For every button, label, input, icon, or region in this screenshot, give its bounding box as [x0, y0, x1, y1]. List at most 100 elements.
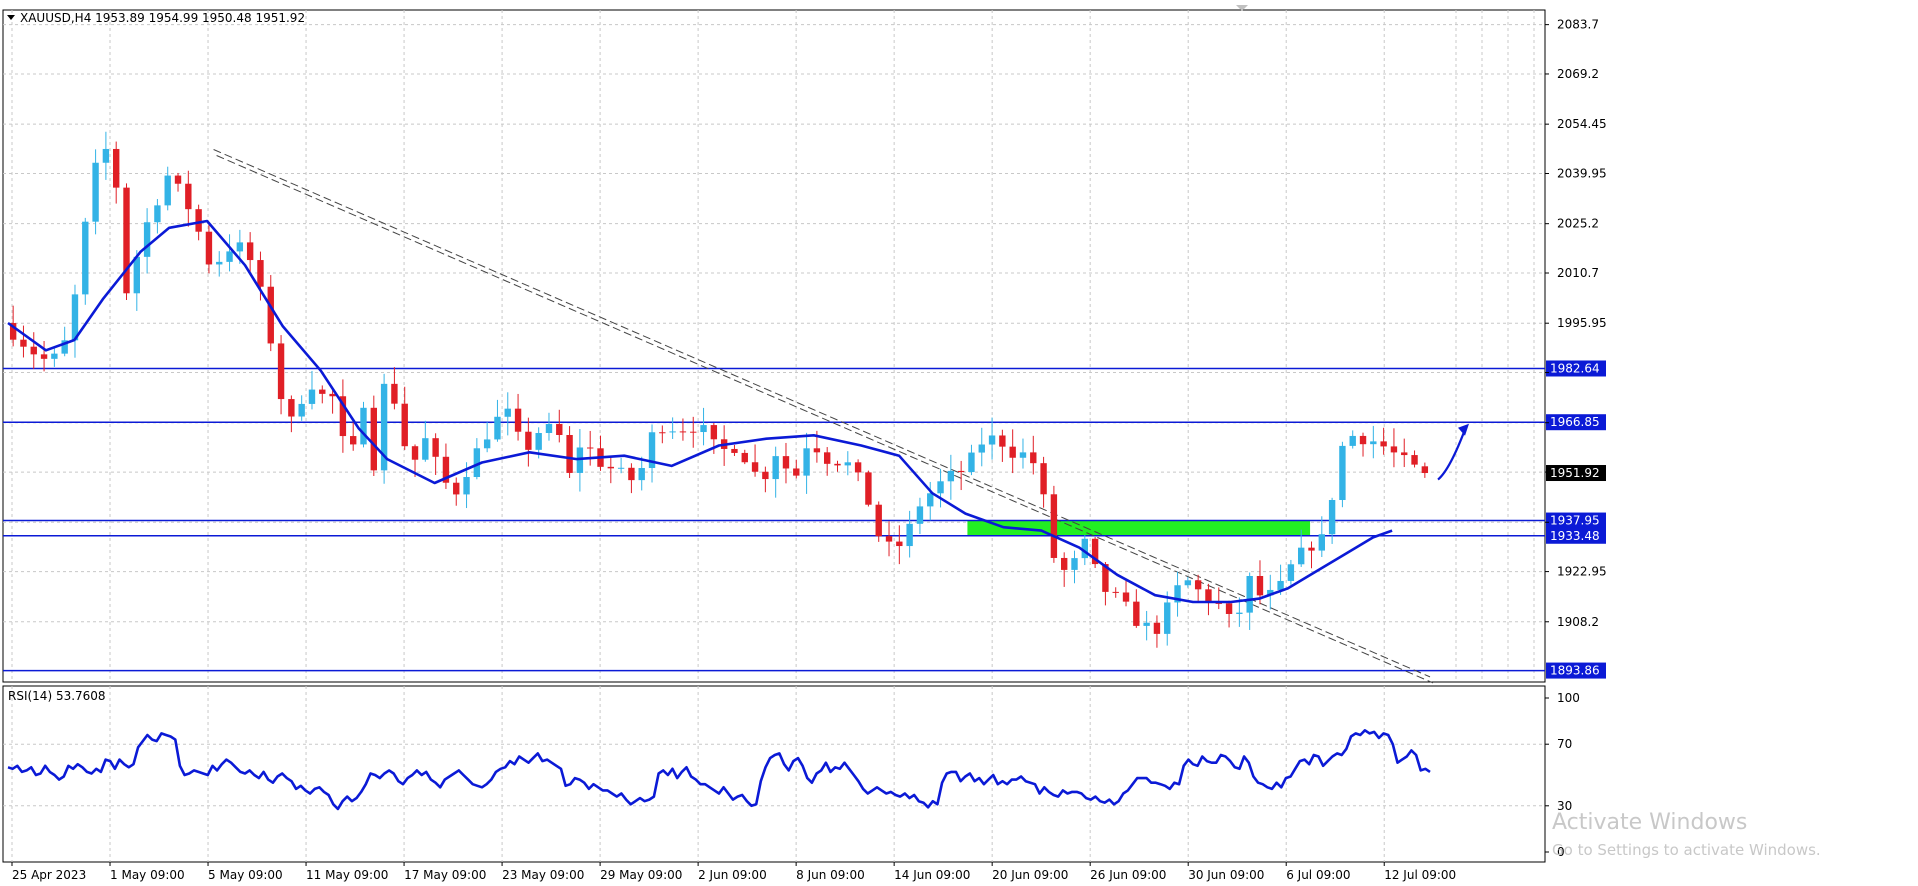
- time-axis-label: 1 May 09:00: [110, 868, 185, 882]
- price-level-label: 1933.48: [1550, 529, 1600, 543]
- candle-body: [1019, 452, 1027, 458]
- candle-body: [566, 434, 573, 473]
- candle-body: [813, 448, 821, 453]
- candle-body: [741, 452, 748, 463]
- candle-body: [71, 294, 79, 341]
- candle-body: [30, 346, 37, 355]
- candle-body: [1071, 558, 1078, 570]
- candle-body: [1370, 441, 1377, 445]
- candle-body: [535, 433, 542, 450]
- candle-body: [1298, 547, 1305, 565]
- time-axis-label: 5 May 09:00: [208, 868, 283, 882]
- candle-body: [1411, 455, 1418, 465]
- candle-body: [463, 477, 470, 495]
- candles: [9, 131, 1429, 648]
- candle-body: [937, 481, 944, 494]
- candle-body: [834, 463, 841, 466]
- candle-body: [432, 438, 439, 457]
- candle-body: [205, 231, 213, 265]
- moving-average: [7, 219, 1393, 604]
- candle-body: [896, 541, 903, 547]
- candle-body: [1133, 601, 1140, 626]
- candle-body: [782, 456, 790, 469]
- candle-body: [380, 383, 388, 471]
- price-level-label: 1966.85: [1550, 415, 1600, 429]
- candle-body: [1308, 547, 1315, 551]
- candle-body: [216, 261, 223, 265]
- moving-average-line: [7, 219, 1393, 604]
- forecast-arrow-head-icon: [1458, 423, 1469, 436]
- time-axis-label: 25 Apr 2023: [12, 868, 86, 882]
- candle-body: [514, 408, 522, 432]
- candle-body: [957, 470, 965, 473]
- time-axis-label: 17 May 09:00: [404, 868, 486, 882]
- main-grid: [3, 10, 1545, 682]
- candle-body: [700, 425, 707, 433]
- candle-body: [1215, 602, 1222, 604]
- candle-body: [483, 439, 491, 449]
- candle-body: [710, 425, 718, 440]
- price-axis-label: 2069.2: [1557, 67, 1599, 81]
- price-level-tag: [1546, 527, 1606, 544]
- candle-body: [1153, 622, 1161, 634]
- candle-body: [690, 431, 697, 433]
- trendline-channel[interactable]: [213, 149, 1434, 684]
- candle-body: [1122, 592, 1130, 602]
- trendline-upper: [213, 149, 1431, 678]
- candle-body: [133, 256, 140, 294]
- scroll-marker-icon[interactable]: [1236, 5, 1248, 11]
- candle-body: [978, 444, 985, 453]
- candle-body: [1267, 589, 1274, 596]
- time-axis-label: 20 Jun 09:00: [992, 868, 1068, 882]
- candle-body: [494, 416, 501, 440]
- candle-body: [999, 435, 1006, 447]
- candle-body: [1164, 602, 1171, 634]
- price-level-label: 1937.95: [1550, 514, 1600, 528]
- time-axis-label: 29 May 09:00: [600, 868, 682, 882]
- candle-body: [793, 468, 800, 476]
- time-axis-label: 30 Jun 09:00: [1188, 868, 1264, 882]
- candle-body: [164, 175, 171, 206]
- candle-body: [1102, 564, 1109, 592]
- candle-body: [607, 466, 614, 469]
- rsi-axis: 100 70 30 0: [1545, 691, 1580, 859]
- candle-body: [1030, 452, 1037, 464]
- time-axis-label: 14 Jun 09:00: [894, 868, 970, 882]
- candle-body: [659, 432, 666, 434]
- candle-body: [1091, 538, 1099, 565]
- candle-body: [92, 162, 99, 222]
- rsi-line: [7, 728, 1431, 811]
- candle-body: [576, 447, 584, 473]
- candle-body: [298, 403, 305, 417]
- candle-body: [648, 432, 656, 469]
- candle-body: [927, 493, 934, 507]
- candle-body: [803, 448, 810, 476]
- price-axis-label: 2025.2: [1557, 217, 1599, 231]
- candle-body: [288, 399, 295, 417]
- rsi-series: [7, 728, 1431, 811]
- price-level-tag: [1546, 662, 1606, 679]
- activation-watermark-subtitle: Go to Settings to activate Windows.: [1552, 841, 1821, 859]
- time-axis-label: 2 Jun 09:00: [698, 868, 767, 882]
- candle-body: [947, 470, 955, 482]
- candle-body: [1246, 575, 1253, 613]
- time-axis-label: 11 May 09:00: [306, 868, 388, 882]
- candle-body: [1349, 435, 1356, 446]
- candle-body: [113, 148, 120, 188]
- candle-body: [824, 452, 831, 464]
- candle-body: [1061, 557, 1068, 570]
- candle-body: [123, 187, 130, 294]
- candle-body: [762, 471, 769, 480]
- candle-body: [82, 221, 89, 295]
- candle-body: [453, 482, 460, 495]
- candle-body: [751, 462, 759, 472]
- candle-body: [1009, 446, 1016, 458]
- price-axis-label: 2054.45: [1557, 117, 1607, 131]
- candle-body: [185, 183, 192, 210]
- candle-body: [1287, 564, 1295, 581]
- candle-body: [525, 431, 532, 450]
- collapse-triangle-icon[interactable]: [7, 15, 15, 20]
- forecast-arrow[interactable]: [1437, 423, 1469, 481]
